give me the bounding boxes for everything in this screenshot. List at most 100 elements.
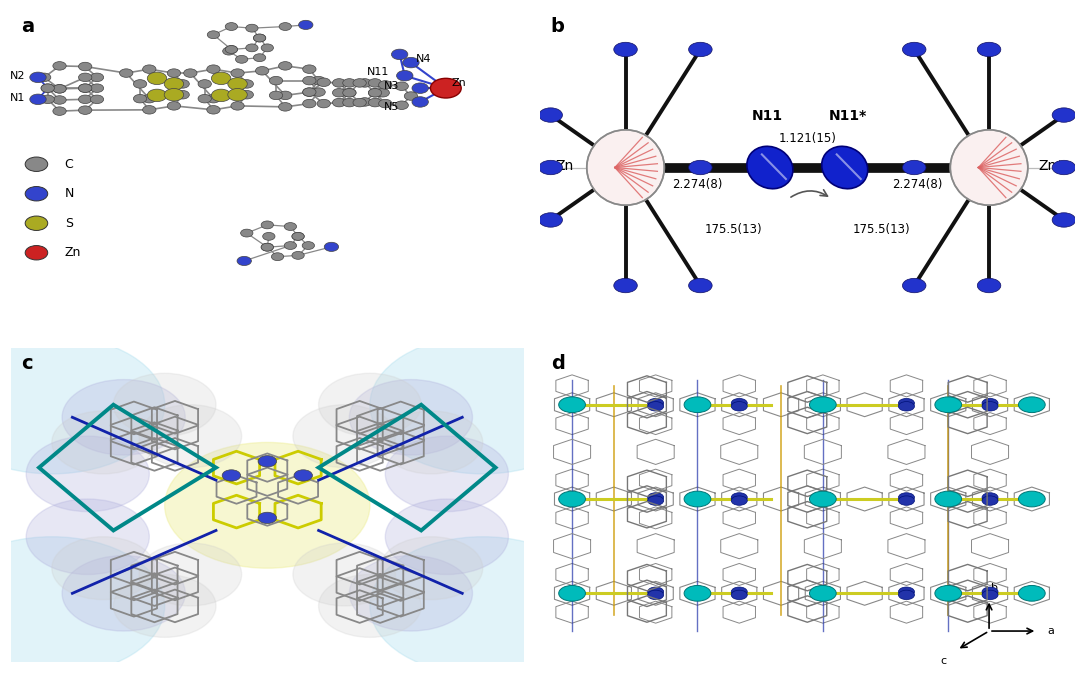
Circle shape <box>312 88 325 97</box>
Circle shape <box>368 98 381 107</box>
Circle shape <box>431 78 461 98</box>
Circle shape <box>731 587 747 596</box>
Circle shape <box>261 221 273 228</box>
Circle shape <box>139 543 242 606</box>
Circle shape <box>167 80 180 88</box>
Circle shape <box>222 470 241 481</box>
Circle shape <box>198 80 212 88</box>
Circle shape <box>240 80 254 88</box>
Circle shape <box>79 62 92 71</box>
Text: c: c <box>22 354 32 373</box>
Text: N: N <box>65 187 75 200</box>
Circle shape <box>982 493 998 502</box>
Circle shape <box>342 89 356 97</box>
Circle shape <box>814 496 831 505</box>
Circle shape <box>41 84 54 93</box>
Circle shape <box>207 31 219 39</box>
FancyArrowPatch shape <box>791 190 827 197</box>
Circle shape <box>302 241 314 249</box>
Circle shape <box>228 78 247 90</box>
Circle shape <box>294 470 312 481</box>
Circle shape <box>261 243 273 251</box>
Circle shape <box>386 499 509 575</box>
Text: N4: N4 <box>416 54 432 64</box>
Text: b: b <box>991 583 998 594</box>
Circle shape <box>731 402 747 411</box>
Circle shape <box>147 89 166 101</box>
Circle shape <box>147 72 166 84</box>
Circle shape <box>25 245 48 260</box>
Circle shape <box>52 537 154 600</box>
Text: Zn*: Zn* <box>1038 159 1063 173</box>
Circle shape <box>982 496 998 505</box>
Circle shape <box>139 405 242 468</box>
Text: Zn: Zn <box>453 78 467 88</box>
Circle shape <box>935 585 961 601</box>
Circle shape <box>982 590 998 600</box>
Circle shape <box>369 335 596 474</box>
Circle shape <box>302 99 316 108</box>
Circle shape <box>258 456 276 467</box>
Text: N2: N2 <box>10 71 25 80</box>
Circle shape <box>899 398 915 408</box>
Circle shape <box>376 89 390 97</box>
Circle shape <box>386 436 509 512</box>
Circle shape <box>411 83 429 93</box>
Circle shape <box>41 95 54 103</box>
Circle shape <box>324 242 339 251</box>
Circle shape <box>292 251 305 260</box>
Circle shape <box>269 76 283 85</box>
Circle shape <box>350 556 473 631</box>
Circle shape <box>564 493 580 502</box>
Circle shape <box>396 70 413 81</box>
Circle shape <box>235 55 247 64</box>
Circle shape <box>558 491 585 507</box>
Circle shape <box>1018 397 1045 412</box>
Circle shape <box>79 95 92 103</box>
Circle shape <box>241 229 253 237</box>
Circle shape <box>91 95 104 103</box>
Circle shape <box>52 411 154 474</box>
Text: Zn: Zn <box>555 159 573 173</box>
Circle shape <box>391 49 408 59</box>
Circle shape <box>814 398 831 408</box>
Circle shape <box>613 279 637 293</box>
Circle shape <box>256 66 269 75</box>
Circle shape <box>1052 213 1076 227</box>
Circle shape <box>982 587 998 596</box>
Circle shape <box>134 95 147 103</box>
Circle shape <box>648 590 664 600</box>
Circle shape <box>318 78 330 87</box>
Circle shape <box>176 91 189 99</box>
Circle shape <box>284 222 297 231</box>
Circle shape <box>359 97 372 106</box>
Circle shape <box>380 411 483 474</box>
Circle shape <box>167 101 180 110</box>
Circle shape <box>79 106 92 114</box>
Circle shape <box>212 72 231 84</box>
Circle shape <box>134 80 147 88</box>
Circle shape <box>684 585 711 601</box>
Circle shape <box>222 47 235 55</box>
Circle shape <box>810 585 836 601</box>
Circle shape <box>333 98 346 107</box>
Circle shape <box>212 89 231 101</box>
Circle shape <box>982 398 998 408</box>
Circle shape <box>41 84 54 93</box>
Circle shape <box>0 537 164 675</box>
Circle shape <box>814 493 831 502</box>
Circle shape <box>935 491 961 507</box>
Circle shape <box>899 496 915 505</box>
Circle shape <box>143 65 156 74</box>
Circle shape <box>206 95 220 103</box>
Circle shape <box>279 103 292 111</box>
Circle shape <box>903 160 926 174</box>
Circle shape <box>899 587 915 596</box>
Circle shape <box>91 84 104 93</box>
Circle shape <box>1052 108 1076 122</box>
Circle shape <box>271 253 284 261</box>
Circle shape <box>120 69 133 77</box>
Circle shape <box>899 402 915 411</box>
Text: a: a <box>22 17 35 36</box>
Circle shape <box>539 160 563 174</box>
